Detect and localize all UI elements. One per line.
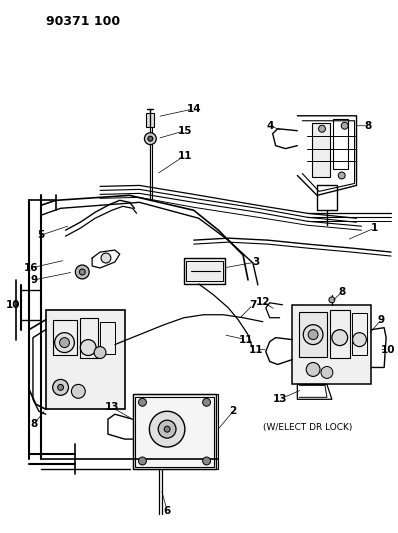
Text: 3: 3: [252, 257, 259, 267]
Bar: [146, 113, 154, 127]
Circle shape: [60, 337, 70, 348]
Circle shape: [80, 340, 96, 356]
Text: 14: 14: [186, 104, 201, 114]
Text: 6: 6: [164, 506, 171, 516]
Circle shape: [353, 333, 367, 346]
Text: 9: 9: [30, 275, 37, 285]
Text: 11: 11: [239, 335, 253, 345]
Bar: [135, 397, 215, 467]
Bar: [186, 261, 223, 281]
Text: 7: 7: [249, 300, 257, 310]
Circle shape: [139, 398, 146, 406]
Text: 90371 100: 90371 100: [46, 15, 120, 28]
Text: 8: 8: [365, 121, 372, 131]
Circle shape: [94, 346, 106, 359]
Circle shape: [79, 269, 85, 275]
Circle shape: [321, 367, 333, 378]
Circle shape: [341, 122, 348, 129]
Bar: [333, 119, 347, 168]
Circle shape: [75, 265, 89, 279]
Text: 12: 12: [256, 297, 270, 307]
Circle shape: [332, 330, 347, 345]
Circle shape: [338, 172, 345, 179]
Text: 8: 8: [30, 419, 37, 429]
Bar: [53, 320, 77, 354]
Circle shape: [139, 457, 146, 465]
Text: 5: 5: [37, 230, 45, 240]
Text: 1: 1: [371, 223, 378, 233]
Circle shape: [308, 330, 318, 340]
Circle shape: [148, 136, 153, 141]
Circle shape: [55, 333, 74, 352]
Circle shape: [303, 325, 323, 345]
Circle shape: [58, 384, 64, 390]
Text: 8: 8: [338, 287, 345, 297]
Bar: [293, 305, 371, 384]
Text: 10: 10: [381, 344, 395, 354]
Circle shape: [101, 253, 111, 263]
Bar: [46, 310, 125, 409]
Circle shape: [164, 426, 170, 432]
Circle shape: [158, 420, 176, 438]
Bar: [351, 313, 367, 354]
Bar: [100, 322, 115, 353]
Text: (W/ELECT DR LOCK): (W/ELECT DR LOCK): [263, 423, 352, 432]
Bar: [330, 310, 349, 358]
Circle shape: [318, 125, 326, 132]
Circle shape: [53, 379, 68, 395]
Circle shape: [144, 133, 156, 144]
Text: 10: 10: [6, 300, 20, 310]
Bar: [80, 318, 98, 358]
Circle shape: [149, 411, 185, 447]
Bar: [133, 394, 217, 469]
Text: 4: 4: [266, 121, 273, 131]
Circle shape: [306, 362, 320, 376]
Bar: [299, 312, 327, 357]
Circle shape: [203, 457, 211, 465]
Text: 13: 13: [105, 402, 119, 412]
Bar: [312, 123, 330, 177]
Circle shape: [71, 384, 85, 398]
Text: 9: 9: [378, 314, 385, 325]
Circle shape: [329, 297, 335, 303]
Text: 2: 2: [230, 406, 237, 416]
Text: 16: 16: [24, 263, 38, 273]
Circle shape: [203, 398, 211, 406]
Text: 11: 11: [249, 344, 263, 354]
Text: 15: 15: [178, 126, 192, 136]
Text: 13: 13: [272, 394, 287, 405]
Bar: [184, 258, 225, 284]
Text: 11: 11: [178, 151, 192, 160]
